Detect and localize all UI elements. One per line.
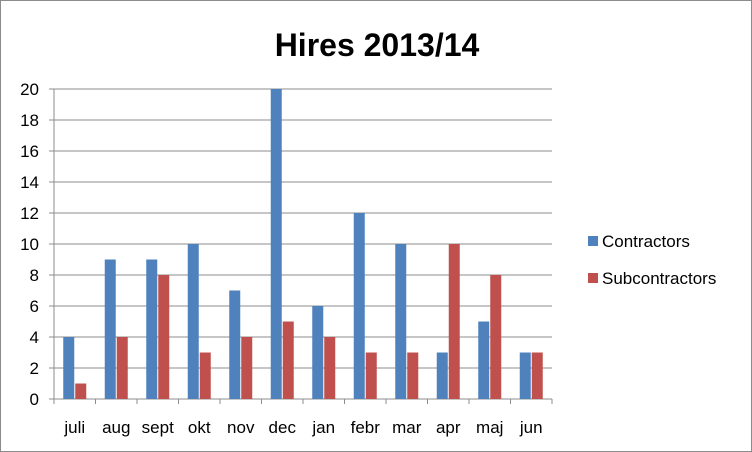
x-tick-label: jan (311, 418, 335, 437)
y-tick-label: 8 (30, 266, 39, 285)
bar-contractors-okt (187, 244, 199, 399)
x-tick-label: juli (63, 418, 85, 437)
x-tick-label: febr (351, 418, 381, 437)
y-tick-label: 20 (20, 80, 39, 99)
bars (63, 89, 543, 399)
bar-subcontractors-febr (365, 352, 377, 399)
bar-subcontractors-juli (75, 383, 87, 399)
y-tick-label: 0 (30, 390, 39, 409)
gridlines (54, 88, 552, 369)
bar-subcontractors-maj (490, 275, 502, 399)
x-tick-label: okt (188, 418, 211, 437)
x-tick-label: maj (476, 418, 503, 437)
bar-subcontractors-aug (116, 337, 128, 399)
y-tick-label: 10 (20, 235, 39, 254)
y-tick-label: 4 (30, 328, 39, 347)
x-tick-label: apr (436, 418, 461, 437)
bar-subcontractors-jun (531, 352, 543, 399)
bar-subcontractors-mar (407, 352, 419, 399)
axes (49, 88, 553, 404)
x-tick-label: sept (142, 418, 174, 437)
bar-subcontractors-jan (324, 337, 336, 399)
bar-contractors-aug (104, 259, 116, 399)
y-tick-label: 2 (30, 359, 39, 378)
bar-contractors-juli (63, 337, 75, 399)
bar-contractors-sept (146, 259, 158, 399)
legend-swatch-contractors (588, 236, 598, 246)
bar-contractors-jun (519, 352, 531, 399)
bar-contractors-nov (229, 290, 241, 399)
bar-subcontractors-nov (241, 337, 253, 399)
bar-subcontractors-dec (282, 321, 294, 399)
x-tick-label: dec (269, 418, 297, 437)
x-tick-label: mar (392, 418, 422, 437)
bar-subcontractors-okt (199, 352, 211, 399)
bar-subcontractors-apr (448, 244, 460, 399)
bar-contractors-maj (478, 321, 490, 399)
legend-label-subcontractors: Subcontractors (602, 269, 716, 288)
y-tick-labels: 0 2 4 6 8 10 12 14 16 18 20 (20, 80, 39, 409)
y-tick-label: 18 (20, 111, 39, 130)
y-tick-label: 16 (20, 142, 39, 161)
chart-title: Hires 2013/14 (275, 27, 480, 63)
bar-subcontractors-sept (158, 275, 170, 399)
legend-swatch-subcontractors (588, 273, 598, 283)
bar-contractors-jan (312, 306, 324, 399)
y-tick-label: 12 (20, 204, 39, 223)
legend-label-contractors: Contractors (602, 232, 690, 251)
legend: Contractors Subcontractors (588, 232, 716, 288)
y-tick-label: 6 (30, 297, 39, 316)
x-tick-labels: juli aug sept okt nov dec jan febr mar apr maj jun (63, 418, 542, 437)
x-tick-label: aug (102, 418, 130, 437)
bar-contractors-mar (395, 244, 407, 399)
x-tick-label: nov (227, 418, 255, 437)
bar-contractors-febr (353, 213, 365, 399)
x-tick-label: jun (519, 418, 543, 437)
bar-contractors-dec (270, 89, 282, 399)
bar-contractors-apr (436, 352, 448, 399)
y-tick-label: 14 (20, 173, 39, 192)
